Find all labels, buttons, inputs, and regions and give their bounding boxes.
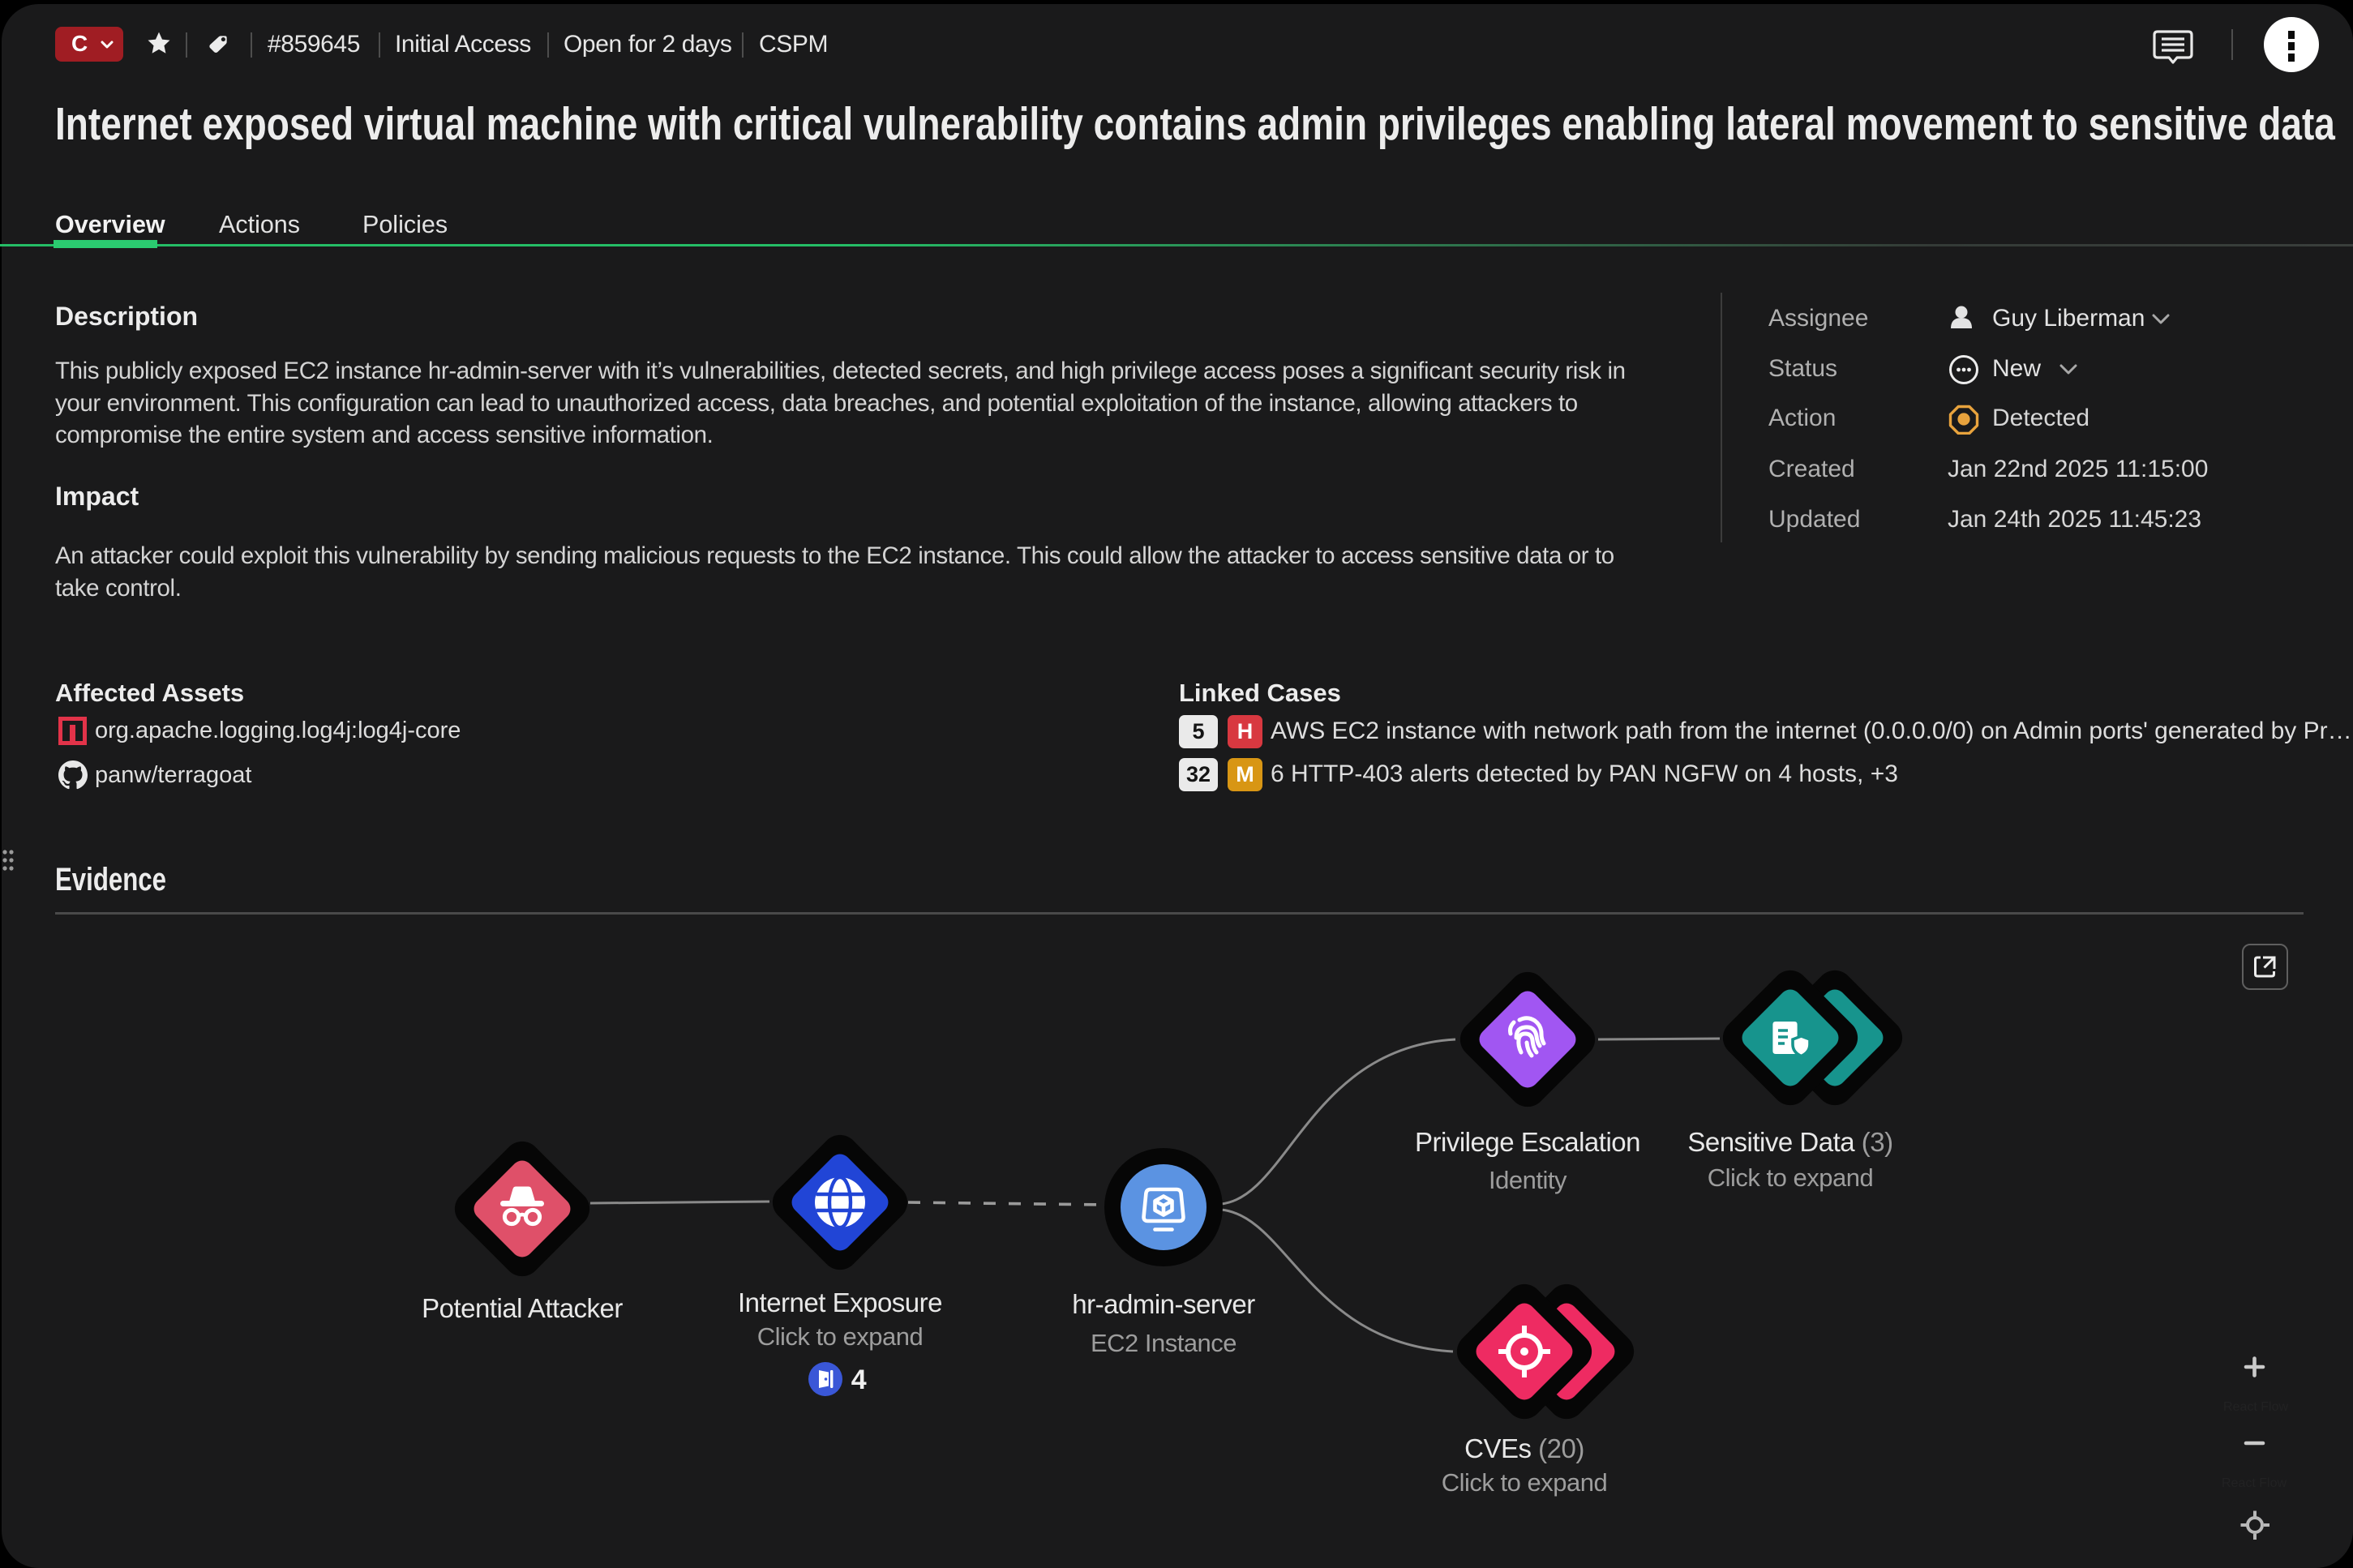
svg-text:Sensitive Data (3): Sensitive Data (3): [1687, 1127, 1892, 1157]
svg-text:Click to expand: Click to expand: [757, 1322, 923, 1351]
svg-text:Click to expand: Click to expand: [1708, 1163, 1873, 1192]
svg-text:Privilege Escalation: Privilege Escalation: [1415, 1127, 1640, 1157]
svg-text:CVEs (20): CVEs (20): [1464, 1433, 1584, 1463]
svg-text:EC2 Instance: EC2 Instance: [1091, 1329, 1237, 1357]
svg-text:React Flow: React Flow: [2222, 1476, 2287, 1490]
svg-text:Potential Attacker: Potential Attacker: [422, 1293, 623, 1323]
svg-text:4: 4: [851, 1365, 867, 1395]
svg-text:React Flow: React Flow: [2223, 1400, 2288, 1414]
svg-text:hr-admin-server: hr-admin-server: [1072, 1289, 1255, 1319]
svg-text:Click to expand: Click to expand: [1442, 1468, 1607, 1497]
svg-text:Identity: Identity: [1489, 1166, 1567, 1194]
svg-text:Internet Exposure: Internet Exposure: [738, 1287, 942, 1317]
